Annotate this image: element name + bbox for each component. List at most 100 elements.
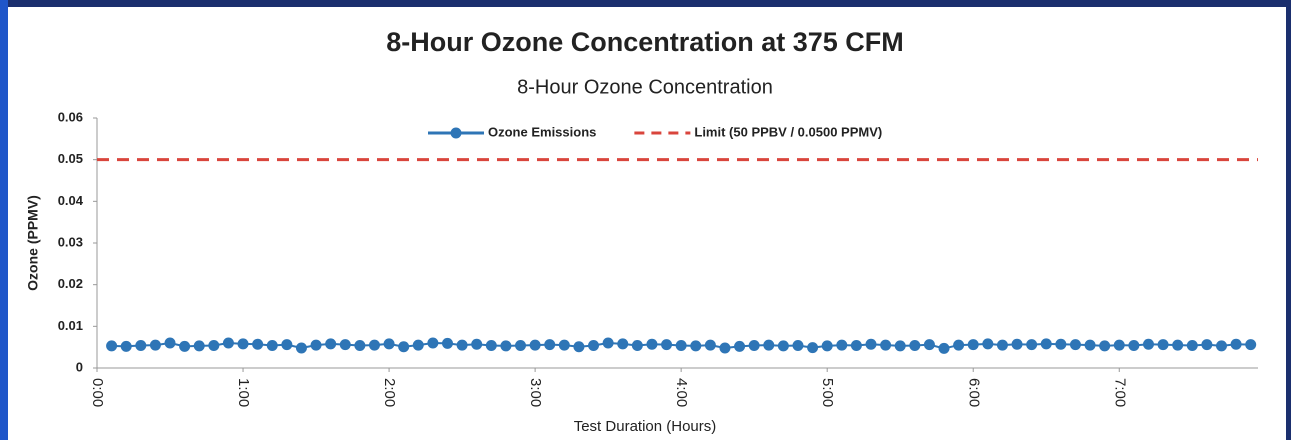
data-point bbox=[339, 339, 351, 351]
data-point bbox=[646, 338, 658, 350]
x-tick-label: 7:00 bbox=[1111, 378, 1128, 407]
left-border bbox=[0, 0, 8, 440]
data-point bbox=[515, 340, 527, 351]
x-tick-label: 6:00 bbox=[965, 378, 982, 407]
data-point bbox=[588, 340, 600, 351]
data-point bbox=[325, 338, 337, 350]
data-point bbox=[938, 342, 950, 354]
data-point bbox=[763, 339, 775, 351]
data-point bbox=[310, 339, 322, 351]
data-point bbox=[821, 340, 833, 352]
data-point bbox=[894, 340, 906, 352]
data-point bbox=[1201, 339, 1213, 351]
y-tick-label: 0 bbox=[76, 359, 83, 374]
data-point bbox=[106, 340, 118, 352]
data-point bbox=[441, 337, 453, 349]
data-point bbox=[967, 339, 979, 351]
data-point bbox=[953, 339, 965, 351]
data-point bbox=[1026, 339, 1038, 351]
data-point bbox=[412, 339, 424, 351]
legend-label: Limit (50 PPBV / 0.0500 PPMV) bbox=[694, 124, 882, 139]
data-point bbox=[1040, 338, 1052, 350]
data-point bbox=[427, 337, 439, 349]
y-axis-label: Ozone (PPMV) bbox=[25, 195, 41, 291]
y-tick-label: 0.06 bbox=[58, 109, 83, 124]
data-point bbox=[631, 340, 643, 351]
data-point bbox=[558, 339, 570, 351]
data-point bbox=[398, 341, 410, 353]
data-point bbox=[164, 337, 176, 349]
x-tick-label: 0:00 bbox=[89, 378, 106, 407]
data-point bbox=[865, 338, 877, 350]
data-point bbox=[690, 340, 702, 352]
data-point bbox=[1245, 339, 1257, 351]
y-tick-label: 0.03 bbox=[58, 234, 83, 249]
data-point bbox=[383, 338, 395, 350]
data-point bbox=[252, 338, 264, 350]
data-point bbox=[573, 341, 585, 353]
data-point bbox=[1157, 339, 1169, 351]
data-point bbox=[471, 338, 483, 350]
data-point bbox=[500, 340, 512, 352]
data-point bbox=[602, 337, 614, 349]
data-point bbox=[807, 342, 819, 354]
y-tick-label: 0.04 bbox=[58, 193, 84, 208]
data-point bbox=[120, 340, 132, 352]
data-point bbox=[777, 340, 789, 352]
chart-subtitle: 8-Hour Ozone Concentration bbox=[517, 76, 773, 98]
data-point bbox=[295, 342, 307, 354]
x-tick-label: 5:00 bbox=[819, 378, 836, 407]
x-tick-label: 3:00 bbox=[527, 378, 544, 407]
data-point bbox=[792, 340, 804, 351]
data-point bbox=[135, 340, 147, 351]
data-point bbox=[544, 339, 556, 351]
data-point bbox=[193, 340, 205, 352]
right-border bbox=[1286, 0, 1291, 440]
data-point bbox=[734, 340, 746, 352]
data-point bbox=[529, 339, 541, 351]
data-point bbox=[1186, 340, 1198, 351]
data-point bbox=[1084, 339, 1096, 351]
x-tick-label: 4:00 bbox=[673, 378, 690, 407]
data-point bbox=[982, 338, 994, 350]
data-point bbox=[1099, 340, 1111, 352]
data-point bbox=[836, 339, 848, 351]
data-point bbox=[485, 340, 497, 351]
data-point bbox=[179, 340, 191, 352]
data-point bbox=[1113, 339, 1125, 351]
data-point bbox=[1069, 339, 1081, 351]
data-point bbox=[208, 340, 220, 351]
data-point bbox=[880, 339, 892, 351]
data-point bbox=[1142, 338, 1154, 350]
data-point bbox=[1172, 339, 1184, 351]
data-point bbox=[1230, 338, 1242, 350]
data-point bbox=[748, 340, 760, 351]
data-point bbox=[909, 340, 921, 351]
data-point bbox=[456, 339, 468, 351]
x-axis-label: Test Duration (Hours) bbox=[574, 418, 717, 435]
data-point bbox=[281, 339, 293, 351]
x-tick-label: 1:00 bbox=[235, 378, 252, 407]
data-point bbox=[661, 339, 673, 351]
data-point bbox=[354, 340, 366, 351]
data-point bbox=[1011, 338, 1023, 350]
legend-marker bbox=[450, 127, 462, 139]
data-point bbox=[850, 340, 862, 351]
data-point bbox=[996, 339, 1008, 351]
data-point bbox=[617, 338, 629, 350]
data-point bbox=[1055, 338, 1067, 350]
legend-label: Ozone Emissions bbox=[488, 124, 596, 139]
chart-title: 8-Hour Ozone Concentration at 375 CFM bbox=[386, 27, 904, 57]
data-point bbox=[368, 339, 380, 351]
y-tick-label: 0.02 bbox=[58, 276, 83, 291]
top-border bbox=[0, 0, 1291, 7]
data-point bbox=[719, 342, 731, 354]
data-point bbox=[923, 339, 935, 351]
y-tick-label: 0.01 bbox=[58, 318, 83, 333]
data-point bbox=[237, 338, 249, 350]
data-point bbox=[1215, 340, 1227, 352]
data-point bbox=[266, 340, 278, 351]
data-point bbox=[1128, 340, 1140, 351]
